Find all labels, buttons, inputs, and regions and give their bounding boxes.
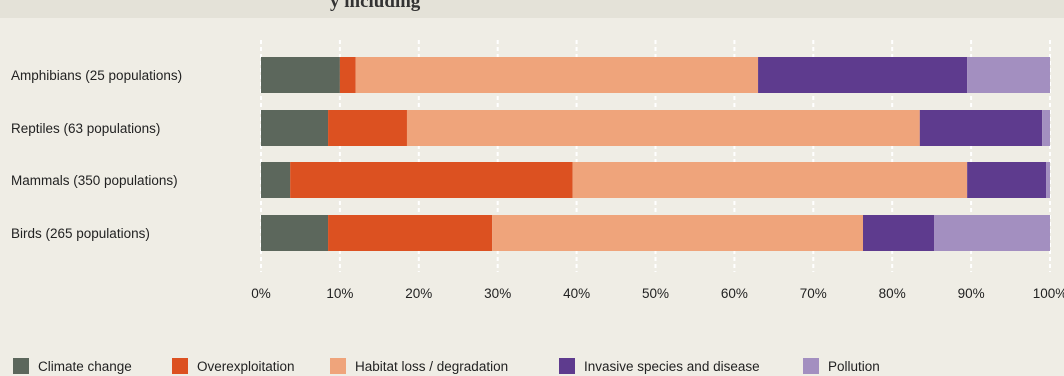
x-tick-label: 0%	[251, 286, 271, 301]
bar-segment	[261, 162, 291, 198]
bar-segment	[863, 215, 935, 251]
x-tick-labels: 0% 10% 20% 30% 40% 50% 60% 70% 80% 90% 100%	[251, 286, 1064, 301]
x-tick-label: 90%	[958, 286, 985, 301]
page-title: y including	[330, 0, 421, 12]
bar-segment	[758, 57, 968, 93]
legend-swatch	[330, 358, 346, 374]
legend-label: Invasive species and disease	[584, 359, 760, 374]
bar-segment	[328, 215, 493, 251]
bar-segment	[572, 162, 968, 198]
category-label: Reptiles (63 populations)	[11, 121, 160, 136]
legend-swatch	[172, 358, 188, 374]
x-tick-label: 40%	[563, 286, 590, 301]
legend: Climate change Overexploitation Habitat lo…	[13, 358, 880, 374]
x-tick-label: 50%	[642, 286, 669, 301]
bar-segment	[934, 215, 1050, 251]
bar-segment	[1046, 162, 1050, 198]
bar-segment	[1042, 110, 1050, 146]
bar-segment	[328, 110, 407, 146]
x-tick-label: 100%	[1033, 286, 1064, 301]
legend-label: Pollution	[828, 359, 880, 374]
bar-segment	[919, 110, 1043, 146]
bar-segment	[290, 162, 573, 198]
category-label: Amphibians (25 populations)	[11, 68, 182, 83]
bar-segment	[261, 215, 329, 251]
x-tick-label: 70%	[800, 286, 827, 301]
bar-segment	[406, 110, 920, 146]
x-tick-label: 20%	[405, 286, 432, 301]
bar-segment	[967, 162, 1047, 198]
x-tick-label: 80%	[879, 286, 906, 301]
category-labels: Amphibians (25 populations) Reptiles (63 …	[11, 68, 182, 241]
x-tick-label: 30%	[484, 286, 511, 301]
bar-segment	[339, 57, 356, 93]
x-tick-label: 10%	[326, 286, 353, 301]
bars	[261, 57, 1050, 251]
category-label: Birds (265 populations)	[11, 226, 150, 241]
legend-label: Overexploitation	[197, 359, 295, 374]
header-strip: y including	[0, 0, 1064, 18]
legend-swatch	[559, 358, 575, 374]
bar-segment	[261, 57, 340, 93]
legend-label: Climate change	[38, 359, 132, 374]
category-label: Mammals (350 populations)	[11, 173, 178, 188]
bar-segment	[492, 215, 864, 251]
legend-label: Habitat loss / degradation	[355, 359, 508, 374]
bar-segment	[355, 57, 759, 93]
legend-swatch	[803, 358, 819, 374]
legend-swatch	[13, 358, 29, 374]
bar-segment	[261, 110, 329, 146]
x-tick-label: 60%	[721, 286, 748, 301]
bar-segment	[967, 57, 1050, 93]
